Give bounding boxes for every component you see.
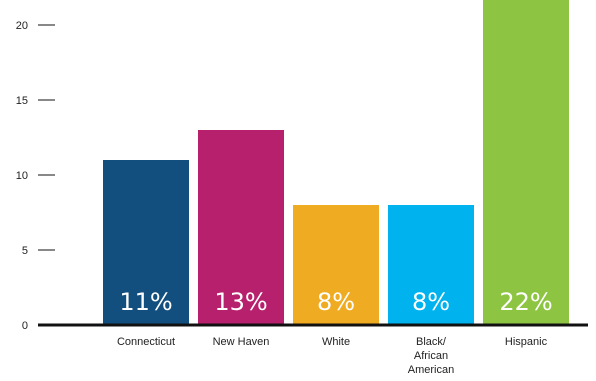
data-label: 22% [499,288,552,316]
y-axis: 0 5 10 15 20 [16,20,55,332]
x-tick-label-line: American [408,364,454,376]
x-tick-label-line: Black/ [416,336,447,348]
y-tick-label: 20 [16,20,28,32]
data-label: 11% [119,288,172,316]
x-axis-labels: Connecticut New Haven White Black/African Am… [117,336,548,376]
y-tick-label: 10 [16,170,28,182]
x-tick-label-line: White [322,336,350,348]
bars-group [103,0,569,325]
data-labels-group: 11% 13% 8% 8% 22% [119,288,552,316]
x-tick-label-line: Connecticut [117,336,175,348]
x-tick-label: Connecticut [117,336,175,348]
x-tick-label: New Haven [213,336,270,348]
x-tick-label-line: African [414,350,448,362]
y-tick-label: 15 [16,95,28,107]
x-tick-label-line: New Haven [213,336,270,348]
x-tick-label-line: Hispanic [505,336,548,348]
bar [388,205,474,325]
x-tick-label: Hispanic [505,336,548,348]
data-label: 8% [412,288,450,316]
bar [293,205,379,325]
bar [103,160,189,325]
x-tick-label: White [322,336,350,348]
data-label: 13% [214,288,267,316]
x-tick-label: Black/African American [408,336,454,376]
bar [198,130,284,325]
data-label: 8% [317,288,355,316]
y-tick-label: 5 [22,245,28,257]
bar [483,0,569,325]
y-tick-label: 0 [22,320,28,332]
